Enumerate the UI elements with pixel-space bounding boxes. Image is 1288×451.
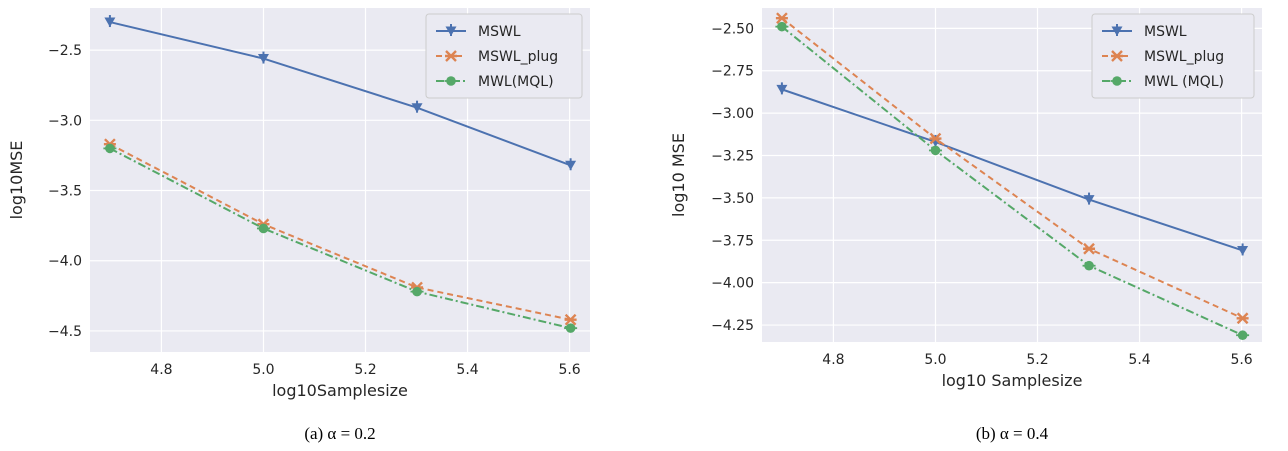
series-mwl-mql- (775, 21, 1250, 341)
legend-label: MSWL (1144, 24, 1187, 40)
figure-caption: (b) α = 0.4 (976, 424, 1049, 443)
legend-marker (1111, 50, 1123, 62)
x-tick-label: 5.2 (1026, 352, 1048, 368)
y-tick-label: −3.5 (48, 184, 82, 200)
x-tick-label: 5.4 (456, 362, 478, 378)
series-line (781, 25, 1244, 337)
series-line (781, 88, 1243, 252)
y-tick-label: −4.5 (48, 324, 82, 340)
y-tick-label: −2.50 (711, 21, 754, 37)
y-tick-label: −4.00 (711, 276, 754, 292)
data-point (929, 132, 942, 145)
chart-a: 4.8 5.0 5.2 5.4 5.6 −2.5 −3.0 −3.5 −4.0 −4.5 log10… (7, 8, 590, 443)
data-point (564, 313, 577, 326)
legend-label: MWL(MQL) (478, 74, 554, 90)
x-tick-label: 5.2 (354, 362, 376, 378)
data-point (1236, 312, 1249, 325)
series-mwl-mql- (103, 143, 578, 333)
y-axis-label: log10 MSE (669, 133, 688, 217)
y-tick-label: −3.00 (711, 106, 754, 122)
y-axis-label: log10MSE (7, 141, 26, 220)
y-tick-label: −3.0 (48, 113, 82, 129)
legend-frame (425, 13, 583, 99)
legend-label: MSWL (478, 24, 521, 40)
x-tick-label: 5.0 (924, 352, 946, 368)
x-tick-label: 4.8 (150, 362, 172, 378)
legend-frame (1091, 13, 1255, 99)
series-mswl (104, 15, 577, 171)
legend: MSWL MSWL_plug MWL (MQL) (1091, 13, 1255, 99)
x-axis-label: log10 Samplesize (942, 371, 1083, 390)
x-tick-label: 5.6 (1230, 352, 1252, 368)
x-tick-label: 5.0 (252, 362, 274, 378)
legend: MSWL MSWL_plug MWL(MQL) (425, 13, 583, 99)
x-tick-label: 4.8 (822, 352, 844, 368)
legend-label: MWL (MQL) (1144, 74, 1224, 90)
y-tick-label: −3.75 (711, 233, 754, 249)
chart-b: 4.8 5.0 5.2 5.4 5.6 −2.50 −2.75 −3.00 −3.25 −3.50… (669, 8, 1262, 443)
x-axis-label: log10Samplesize (272, 381, 408, 400)
x-tick-label: 5.4 (1128, 352, 1150, 368)
y-tick-label: −4.0 (48, 254, 82, 270)
data-point (1083, 242, 1096, 255)
y-tick-label: −3.50 (711, 191, 754, 207)
series-line (109, 21, 571, 167)
legend-marker (445, 50, 457, 62)
data-point (775, 12, 788, 25)
y-tick-label: −2.75 (711, 64, 754, 80)
y-tick-label: −4.25 (711, 318, 754, 334)
series-mswl-plug (775, 12, 1249, 325)
x-tick-label: 5.6 (558, 362, 580, 378)
legend-label: MSWL_plug (478, 49, 558, 65)
y-tick-label: −2.5 (48, 43, 82, 59)
y-tick-label: −3.25 (711, 149, 754, 165)
legend-label: MSWL_plug (1144, 49, 1224, 65)
figure-caption: (a) α = 0.2 (304, 424, 375, 443)
series-line (109, 147, 571, 330)
